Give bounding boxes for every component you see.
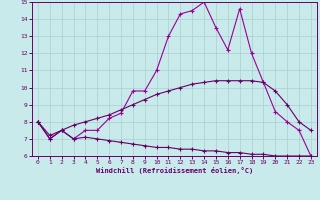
X-axis label: Windchill (Refroidissement éolien,°C): Windchill (Refroidissement éolien,°C) <box>96 167 253 174</box>
